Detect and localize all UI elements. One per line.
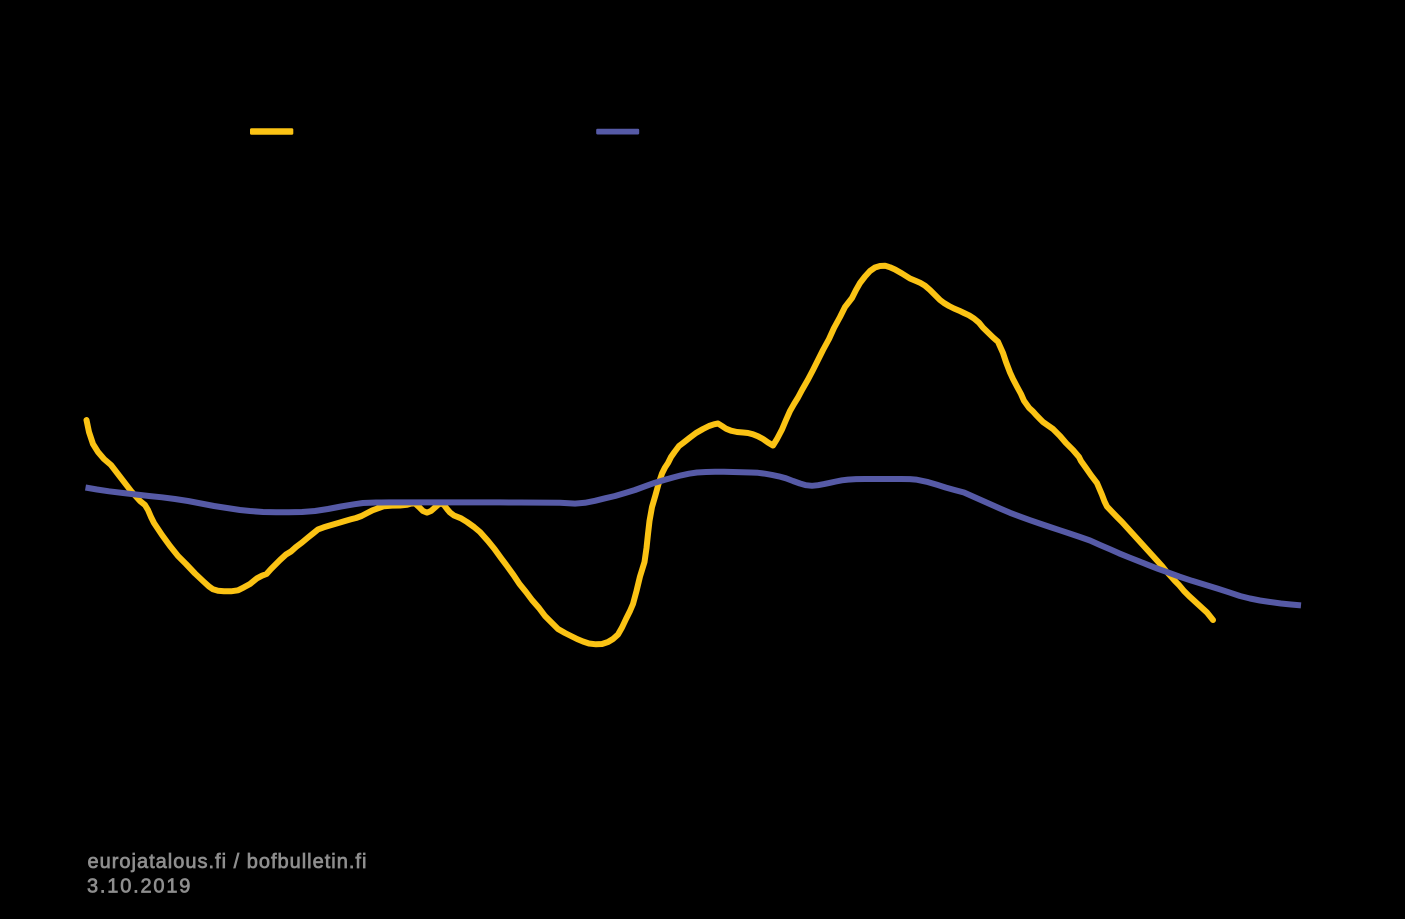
svg-text:3.10.2019: 3.10.2019 <box>87 876 192 898</box>
svg-text:eurojatalous.fi / bofbulletin.: eurojatalous.fi / bofbulletin.fi <box>88 851 368 873</box>
